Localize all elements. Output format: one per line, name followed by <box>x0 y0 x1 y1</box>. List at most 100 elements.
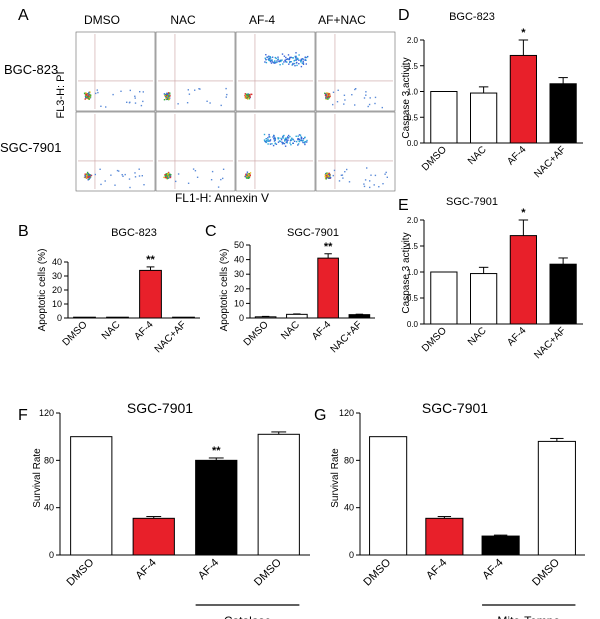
flow-event <box>165 174 167 176</box>
x-tick-label: NAC+AF <box>329 319 365 355</box>
flow-event <box>167 95 169 97</box>
bar <box>254 316 277 319</box>
panel-c-chart: C SGC-7901 Apoptotic cells (%) 0 10 20 30 40… <box>205 223 375 355</box>
flow-event <box>364 179 367 181</box>
flow-event <box>246 97 249 99</box>
flow-event <box>169 92 171 94</box>
bar <box>195 459 238 556</box>
flow-event <box>285 56 287 59</box>
flow-event <box>280 60 282 63</box>
flow-event <box>188 93 191 95</box>
flow-event <box>295 56 297 58</box>
flow-event <box>286 137 288 139</box>
flow-event <box>246 98 249 100</box>
flow-col-label-afnac: AF+NAC <box>318 13 366 27</box>
flow-event <box>297 143 300 145</box>
flow-event <box>142 91 144 93</box>
flow-event <box>128 178 131 180</box>
flow-event <box>89 177 91 179</box>
flow-event <box>112 93 114 96</box>
flow-event <box>290 61 292 63</box>
flow-event <box>88 177 90 179</box>
flow-event <box>248 94 251 97</box>
flow-event <box>279 140 282 143</box>
flow-event <box>88 97 90 100</box>
y-tick-label: 2.0 <box>407 36 419 45</box>
flow-event <box>269 136 271 138</box>
flow-event <box>141 175 143 177</box>
flow-event <box>269 60 271 62</box>
y-tick-label: 20 <box>234 284 244 294</box>
flow-event <box>269 60 272 63</box>
flow-event <box>280 137 282 140</box>
panel-a-label: A <box>18 7 29 24</box>
flow-event <box>220 178 222 181</box>
flow-event <box>326 173 328 175</box>
significance-marker: ** <box>324 241 333 253</box>
flow-event <box>326 95 328 97</box>
flow-event <box>302 63 305 65</box>
y-tick-label: 80 <box>44 455 54 465</box>
flow-event <box>305 59 307 61</box>
flow-event <box>166 175 169 178</box>
group-label: Catalase <box>224 614 272 619</box>
flow-event <box>342 177 344 179</box>
flow-event <box>291 57 294 59</box>
flow-event <box>247 173 249 175</box>
flow-event <box>369 97 371 99</box>
flow-event <box>327 95 329 98</box>
panel-d-ylabel: Caspase 3 activity <box>401 57 412 138</box>
flow-event <box>324 175 326 178</box>
flow-event <box>328 175 330 177</box>
flow-event <box>163 93 166 95</box>
flow-event <box>248 95 250 98</box>
flow-event <box>292 57 295 59</box>
flow-event <box>338 180 341 182</box>
flow-event <box>324 177 327 180</box>
flow-event <box>343 94 346 96</box>
flow-event <box>281 141 283 143</box>
flow-event <box>301 58 304 60</box>
flow-event <box>247 177 249 179</box>
flow-event <box>382 183 384 185</box>
flow-event <box>88 175 90 177</box>
flow-event <box>289 56 291 59</box>
y-tick-label: 40 <box>344 503 354 513</box>
flow-event <box>302 62 305 64</box>
flow-event <box>86 97 89 99</box>
flow-event <box>365 91 367 93</box>
flow-event <box>325 97 327 99</box>
flow-event <box>285 58 288 61</box>
flow-event <box>104 180 106 182</box>
x-tick-label: AF-4 <box>310 319 333 342</box>
flow-event <box>325 175 328 177</box>
flow-event <box>386 176 388 178</box>
flow-event <box>139 91 141 93</box>
flow-event <box>285 138 287 141</box>
flow-event <box>289 57 291 60</box>
y-tick-label: 50 <box>234 240 244 250</box>
flow-event <box>280 138 283 141</box>
flow-event <box>295 52 297 54</box>
flow-event <box>304 59 306 61</box>
flow-event <box>273 135 275 137</box>
flow-event <box>249 172 252 174</box>
flow-event <box>248 173 251 175</box>
bar <box>430 91 458 144</box>
flow-event <box>209 102 211 104</box>
y-tick-label: 0 <box>239 313 244 323</box>
flow-event <box>297 58 299 60</box>
flow-event <box>287 54 290 56</box>
y-tick-label: 0 <box>49 550 54 560</box>
flow-event <box>87 95 90 98</box>
flow-event <box>163 176 165 179</box>
flow-event <box>264 141 267 143</box>
flow-event <box>86 93 88 95</box>
flow-event <box>273 140 276 142</box>
flow-event <box>296 61 298 64</box>
y-tick-label: 40 <box>234 255 244 265</box>
panel-f-title: SGC-7901 <box>127 400 193 416</box>
flow-event <box>280 59 282 62</box>
bar <box>549 263 577 325</box>
